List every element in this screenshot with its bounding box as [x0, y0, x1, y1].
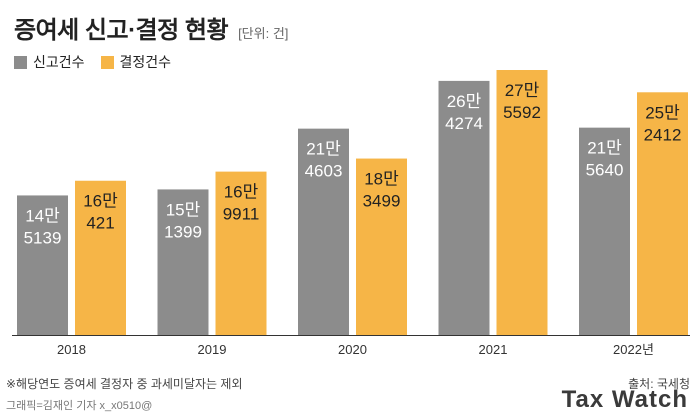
bar-label-bottom: 5592 [503, 103, 541, 122]
legend-label-decided: 결정건수 [119, 54, 172, 70]
bar-label-top: 16만 [83, 192, 118, 211]
bar-label-bottom: 4274 [445, 114, 483, 133]
bar-label-top: 21만 [306, 140, 341, 159]
legend-item-decided: 결정건수 [100, 52, 172, 72]
bar-label-top: 14만 [25, 206, 60, 225]
legend: 신고건수 결정건수 [14, 52, 187, 72]
title-row: 증여세 신고·결정 현황 [단위: 건] [14, 10, 288, 45]
bar-label-top: 26만 [447, 92, 482, 111]
legend-swatch-reported [14, 55, 27, 69]
bar-reported-2022년 [579, 127, 630, 335]
legend-swatch-decided [100, 55, 114, 69]
bar-label-bottom: 1399 [164, 222, 202, 241]
bar-decided-2021 [496, 70, 548, 335]
bar-label-top: 15만 [166, 200, 201, 219]
legend-label-reported: 신고건수 [33, 54, 85, 70]
brand-logo: Tax Watch [561, 386, 688, 413]
bar-reported-2020 [298, 128, 349, 335]
chart-title: 증여세 신고·결정 현황 [14, 17, 229, 44]
bar-decided-2020 [356, 158, 407, 335]
source-label: 출처: 국세청 [628, 377, 690, 391]
bar-label-bottom: 2412 [644, 125, 682, 144]
bar-label-top: 27만 [505, 81, 540, 100]
bar-label-bottom: 5640 [586, 161, 624, 180]
bar-reported-2018 [17, 195, 68, 335]
bar-reported-2019 [157, 189, 209, 335]
bar-reported-2021 [438, 80, 490, 335]
legend-item-reported: 신고건수 [14, 52, 85, 72]
bar-decided-2019 [215, 171, 267, 335]
bar-label-top: 21만 [587, 139, 622, 158]
footnote: ※해당연도 증여세 결정자 중 과세미달자는 제외 [6, 377, 243, 391]
bar-label-bottom: 3499 [363, 192, 401, 211]
x-tick-label: 2022년 [613, 342, 654, 357]
bar-decided-2022년 [637, 92, 688, 335]
x-tick-label: 2020 [338, 342, 367, 357]
bar-label-bottom: 4603 [305, 162, 343, 181]
bar-label-top: 18만 [364, 170, 399, 189]
bar-label-bottom: 9911 [223, 205, 260, 224]
x-tick-label: 2019 [198, 342, 227, 357]
bar-label-bottom: 421 [86, 214, 114, 233]
x-tick-label: 2018 [57, 342, 86, 357]
x-tick-label: 2021 [479, 342, 508, 357]
unit-label: [단위: 건] [238, 26, 289, 41]
bar-label-top: 16만 [224, 183, 259, 202]
bar-label-top: 25만 [645, 103, 680, 122]
graphic-credit: 그래픽=김재인 기자 x_x0510@ [6, 400, 153, 412]
bar-label-bottom: 5139 [24, 228, 62, 247]
bar-decided-2018 [75, 180, 126, 335]
